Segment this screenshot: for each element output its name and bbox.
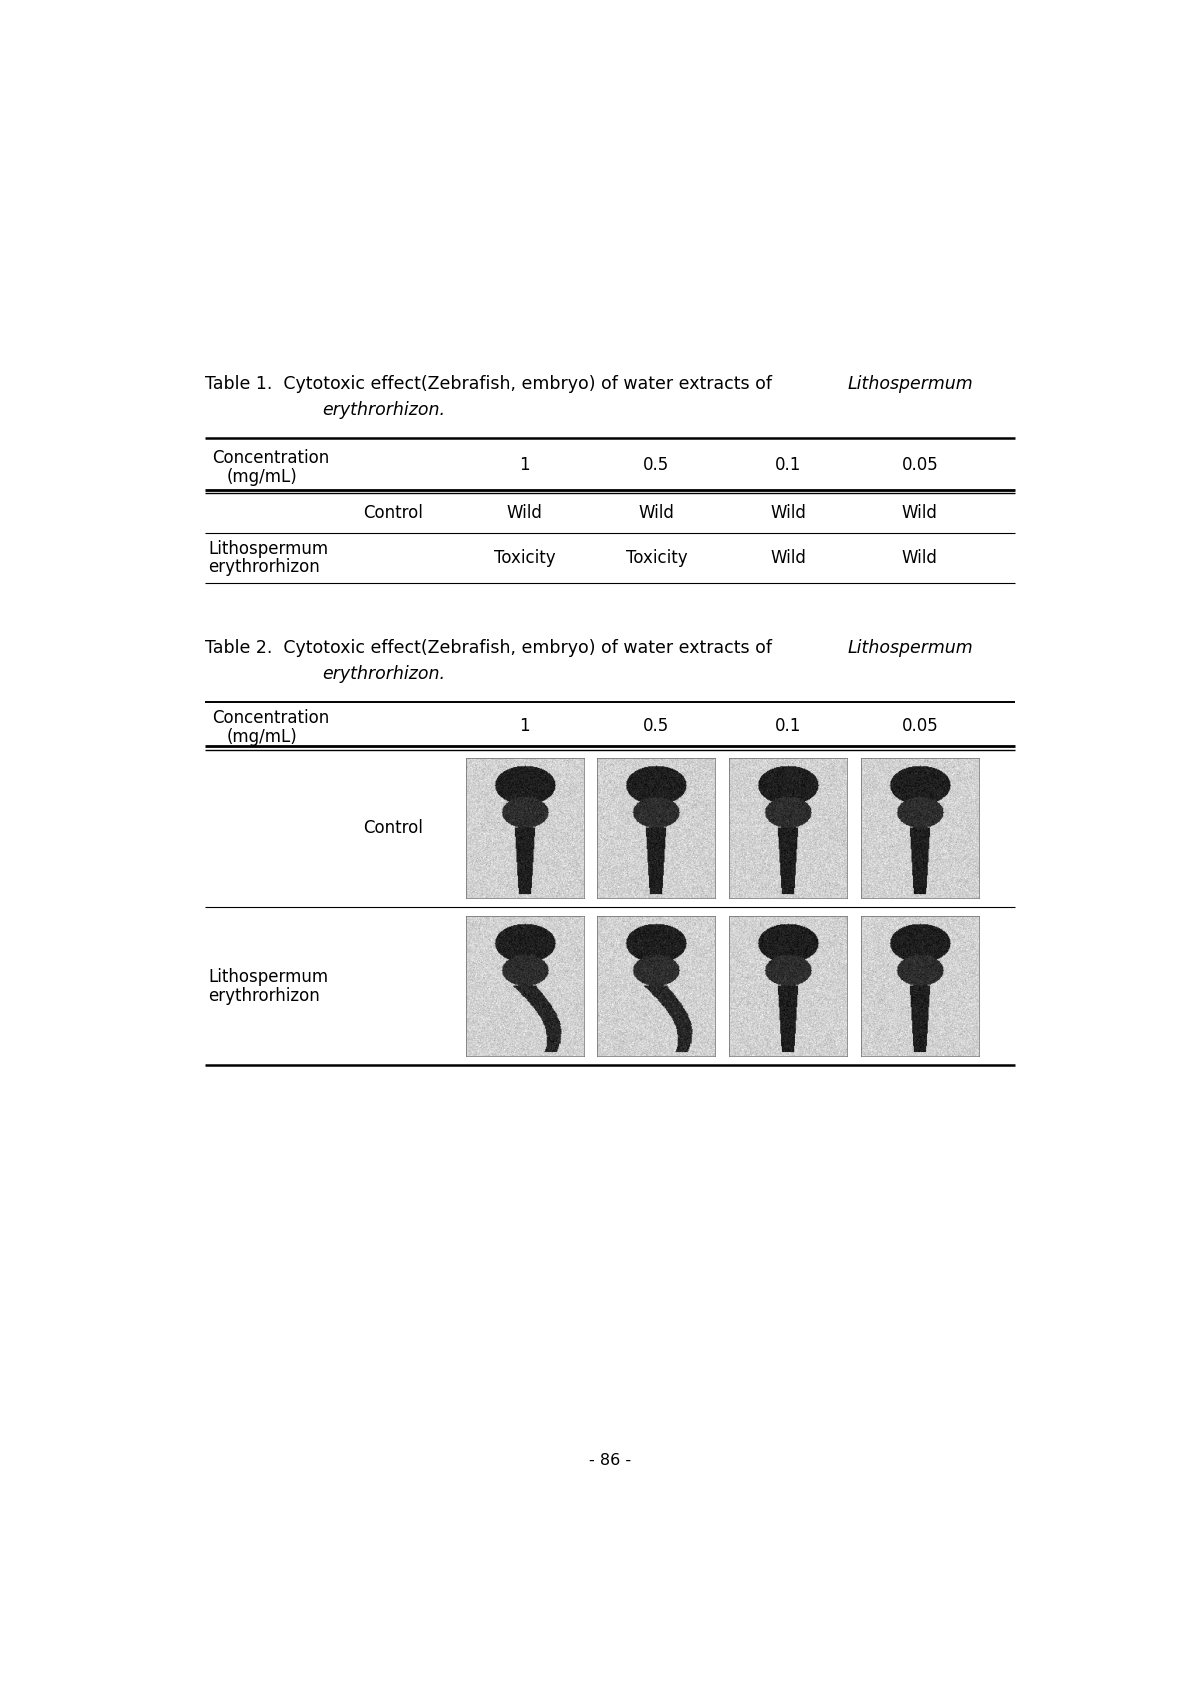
Text: 1: 1 bbox=[519, 456, 530, 475]
Text: erythrorhizon: erythrorhizon bbox=[208, 987, 320, 1005]
Text: (mg/mL): (mg/mL) bbox=[226, 727, 298, 746]
Text: Lithospermum: Lithospermum bbox=[208, 968, 328, 987]
Text: (mg/mL): (mg/mL) bbox=[226, 468, 298, 487]
Text: Control: Control bbox=[363, 504, 422, 522]
Text: Lithospermum: Lithospermum bbox=[847, 638, 973, 657]
Text: Wild: Wild bbox=[770, 504, 806, 522]
Text: Lithospermum: Lithospermum bbox=[208, 541, 328, 557]
Text: Toxicity: Toxicity bbox=[626, 549, 687, 568]
Text: 0.05: 0.05 bbox=[902, 717, 938, 734]
Text: Wild: Wild bbox=[507, 504, 543, 522]
Text: Wild: Wild bbox=[639, 504, 675, 522]
Text: Toxicity: Toxicity bbox=[494, 549, 556, 568]
Text: Wild: Wild bbox=[902, 504, 938, 522]
Text: Wild: Wild bbox=[770, 549, 806, 568]
Text: Table 2.  Cytotoxic effect(Zebrafish, embryo) of water extracts of: Table 2. Cytotoxic effect(Zebrafish, emb… bbox=[205, 638, 777, 657]
Text: Concentration: Concentration bbox=[212, 448, 330, 466]
Text: Lithospermum: Lithospermum bbox=[847, 374, 973, 392]
Text: 0.05: 0.05 bbox=[902, 456, 938, 475]
Text: - 86 -: - 86 - bbox=[589, 1453, 631, 1468]
Text: erythrorhizon: erythrorhizon bbox=[208, 559, 320, 576]
Text: Wild: Wild bbox=[902, 549, 938, 568]
Text: erythrorhizon.: erythrorhizon. bbox=[322, 665, 445, 682]
Text: 1: 1 bbox=[519, 717, 530, 734]
Text: 0.1: 0.1 bbox=[775, 456, 801, 475]
Text: 0.5: 0.5 bbox=[644, 456, 670, 475]
Text: Control: Control bbox=[363, 820, 422, 837]
Text: 0.5: 0.5 bbox=[644, 717, 670, 734]
Text: Table 1.  Cytotoxic effect(Zebrafish, embryo) of water extracts of: Table 1. Cytotoxic effect(Zebrafish, emb… bbox=[205, 374, 777, 392]
Text: 0.1: 0.1 bbox=[775, 717, 801, 734]
Text: erythrorhizon.: erythrorhizon. bbox=[322, 401, 445, 419]
Text: Concentration: Concentration bbox=[212, 709, 330, 727]
